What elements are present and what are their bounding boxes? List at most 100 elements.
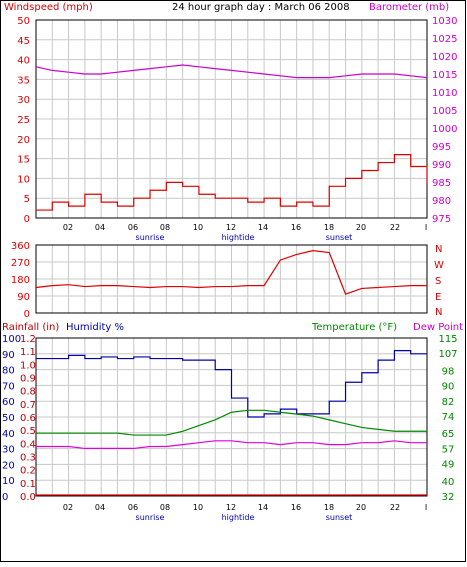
rainfall-y-tick: 0.9 <box>20 374 36 385</box>
windspeed-y-tick: 50 <box>17 16 30 27</box>
windspeed-y-tick: 25 <box>17 115 30 126</box>
x-tick-label: 22 <box>390 503 400 512</box>
windspeed-y-tick: 40 <box>17 56 30 67</box>
windspeed-y-tick: 20 <box>17 135 30 146</box>
x-tick-label: 14 <box>258 223 268 232</box>
humidity-y-tick: 30 <box>2 445 15 456</box>
dir-label-s: S <box>435 276 441 287</box>
humidity-axis-label: Humidity % <box>66 322 124 333</box>
rainfall-y-tick: 0.0 <box>20 492 36 503</box>
rainfall-y-tick: 1.2 <box>20 334 36 345</box>
rainfall-y-tick: 0.1 <box>20 479 36 490</box>
barometer-axis-label: Barometer (mb) <box>369 2 449 13</box>
dir-label-w: W <box>434 260 444 271</box>
rainfall-y-tick: 0.7 <box>20 400 36 411</box>
humidity-y-tick: 60 <box>2 397 15 408</box>
barometer-y-tick: 1020 <box>432 52 457 63</box>
x-tick-label: 20 <box>356 223 366 232</box>
x-tick-label: 10 <box>193 223 203 232</box>
rainfall-y-tick: 0.5 <box>20 426 36 437</box>
chart-title: 24 hour graph day : March 06 2008 <box>172 2 350 13</box>
x-tick-label: 08 <box>160 223 170 232</box>
temperature-y-tick: 65 <box>442 429 455 440</box>
sunrise-label: sunrise <box>136 233 165 242</box>
humidity-y-tick: 0 <box>2 492 8 503</box>
temperature-y-tick: 32 <box>442 492 455 503</box>
barometer-y-tick: 1005 <box>432 106 457 117</box>
barometer-y-tick: 1030 <box>432 16 457 27</box>
dir-label-n-bottom: N <box>435 307 442 318</box>
x-tick-label: 02 <box>63 503 73 512</box>
direction-y-tick: 180 <box>11 275 30 286</box>
hightide-label: hightide <box>222 513 255 522</box>
rainfall-y-tick: 0.8 <box>20 387 36 398</box>
rainfall-axis-label: Rainfall (in) <box>2 322 59 333</box>
x-tick-label: 18 <box>324 503 334 512</box>
dir-label-n-top: N <box>435 244 442 255</box>
direction-y-tick: 90 <box>17 292 30 303</box>
x-tick-label: 16 <box>291 223 301 232</box>
temperature-y-tick: 107 <box>438 349 457 360</box>
rainfall-y-tick: 0.3 <box>20 453 36 464</box>
barometer-y-tick: 1025 <box>432 34 457 45</box>
humidity-y-tick: 90 <box>2 350 15 361</box>
humidity-y-tick: 20 <box>2 460 15 471</box>
humidity-y-tick: 10 <box>2 476 15 487</box>
windspeed-y-tick: 35 <box>17 75 30 86</box>
windspeed-axis-label: Windspeed (mph) <box>4 2 93 13</box>
temperature-line <box>36 409 427 436</box>
humidity-y-tick: 40 <box>2 429 15 440</box>
humidity-y-tick: 50 <box>2 413 15 424</box>
sunrise-label: sunrise <box>136 513 165 522</box>
x-tick-label: 16 <box>291 503 301 512</box>
barometer-y-tick: 995 <box>432 142 451 153</box>
barometer-y-tick: 1000 <box>432 124 457 135</box>
windspeed-y-tick: 45 <box>17 36 30 47</box>
barometer-y-tick: 1015 <box>432 70 457 81</box>
x-tick-label: 14 <box>258 503 268 512</box>
barometer-y-tick: 1010 <box>432 88 457 99</box>
windspeed-y-tick: 5 <box>24 194 30 205</box>
direction-y-tick: 0 <box>24 309 30 320</box>
temperature-y-tick: 115 <box>438 334 457 345</box>
plot-frame <box>35 19 428 219</box>
x-tick-label: 02 <box>63 223 73 232</box>
temperature-y-tick: 57 <box>442 444 455 455</box>
humidity-y-tick: 70 <box>2 381 15 392</box>
temperature-y-tick: 40 <box>442 477 455 488</box>
windspeed-y-tick: 30 <box>17 95 30 106</box>
rainfall-y-tick: 0.6 <box>20 413 36 424</box>
x-tick-label: I <box>425 223 427 232</box>
x-tick-label: 18 <box>324 223 334 232</box>
x-tick-label: 06 <box>128 223 138 232</box>
x-tick-label: 22 <box>390 223 400 232</box>
barometer-line <box>35 64 428 79</box>
hightide-label: hightide <box>222 233 255 242</box>
barometer-y-tick: 980 <box>432 196 451 207</box>
temperature-y-tick: 49 <box>442 460 455 471</box>
x-tick-label: 12 <box>226 223 236 232</box>
rainfall-y-tick: 0.2 <box>20 466 36 477</box>
x-tick-label: 10 <box>193 503 203 512</box>
direction-y-tick: 360 <box>11 241 30 252</box>
temperature-axis-label: Temperature (°F) <box>311 322 397 333</box>
sunset-label: sunset <box>326 233 353 242</box>
windspeed-line <box>36 154 428 211</box>
dir-label-e: E <box>435 292 441 303</box>
barometer-y-tick: 990 <box>432 160 451 171</box>
humidity-y-tick: 80 <box>2 366 15 377</box>
x-tick-label: 12 <box>226 503 236 512</box>
humidity-y-tick: 100 <box>2 334 21 345</box>
barometer-y-tick: 975 <box>432 214 451 225</box>
rainfall-y-tick: 1.0 <box>20 360 36 371</box>
barometer-y-tick: 985 <box>432 178 451 189</box>
temperature-y-tick: 98 <box>442 366 455 377</box>
x-tick-label: 08 <box>160 503 170 512</box>
plot-frame <box>35 337 428 497</box>
dewpoint-line <box>36 440 427 450</box>
windspeed-y-tick: 0 <box>24 214 30 225</box>
x-tick-label: 04 <box>95 223 105 232</box>
rainfall-y-tick: 0.4 <box>20 439 36 450</box>
wind-direction-line <box>35 250 427 295</box>
